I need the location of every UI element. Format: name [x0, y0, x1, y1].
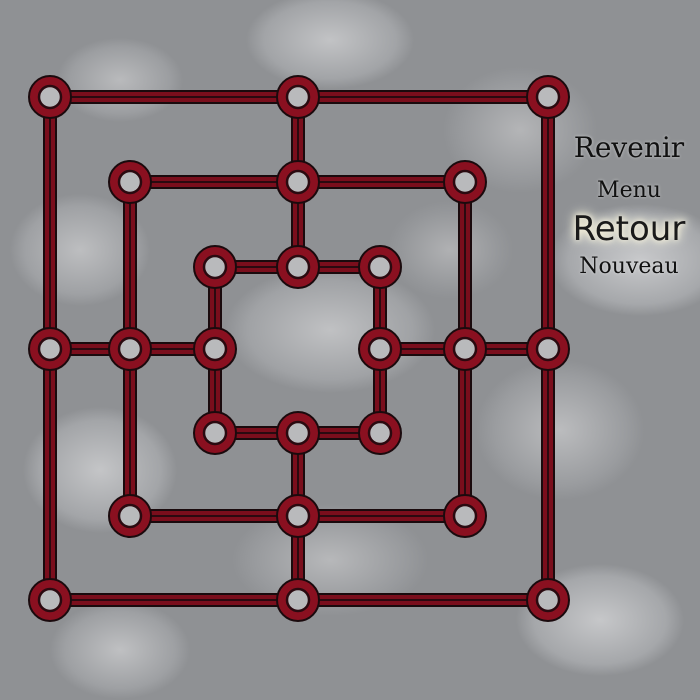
- point-hole: [367, 420, 393, 446]
- board-point-e3[interactable]: [358, 245, 402, 289]
- point-hole: [285, 420, 311, 446]
- point-hole: [285, 254, 311, 280]
- point-hole: [202, 254, 228, 280]
- board-point-d3[interactable]: [276, 245, 320, 289]
- board-point-f4[interactable]: [443, 327, 487, 371]
- point-hole: [202, 336, 228, 362]
- revenir-button[interactable]: Revenir: [573, 131, 685, 164]
- point-hole: [367, 336, 393, 362]
- board-point-a1[interactable]: [28, 75, 72, 119]
- board-point-g1[interactable]: [526, 75, 570, 119]
- point-hole: [117, 169, 143, 195]
- point-hole: [452, 503, 478, 529]
- point-hole: [285, 84, 311, 110]
- point-hole: [535, 336, 561, 362]
- retour-button[interactable]: Retour: [572, 209, 686, 249]
- point-hole: [37, 336, 63, 362]
- point-hole: [202, 420, 228, 446]
- board-point-d1[interactable]: [276, 75, 320, 119]
- point-hole: [285, 169, 311, 195]
- menu-button[interactable]: Menu: [597, 178, 661, 203]
- board-point-g4[interactable]: [526, 327, 570, 371]
- nouveau-button[interactable]: Nouveau: [579, 254, 679, 279]
- point-hole: [367, 254, 393, 280]
- board-point-d6[interactable]: [276, 494, 320, 538]
- game-menu: Revenir Menu Retour Nouveau: [564, 130, 694, 278]
- point-hole: [452, 336, 478, 362]
- board-point-b2[interactable]: [108, 160, 152, 204]
- board-point-b6[interactable]: [108, 494, 152, 538]
- board-point-a7[interactable]: [28, 578, 72, 622]
- board-point-c3[interactable]: [193, 245, 237, 289]
- board-point-e5[interactable]: [358, 411, 402, 455]
- board-point-g7[interactable]: [526, 578, 570, 622]
- point-hole: [452, 169, 478, 195]
- point-hole: [285, 587, 311, 613]
- board-point-f2[interactable]: [443, 160, 487, 204]
- point-hole: [285, 503, 311, 529]
- point-hole: [535, 587, 561, 613]
- board-point-c4[interactable]: [193, 327, 237, 371]
- board-point-d7[interactable]: [276, 578, 320, 622]
- point-hole: [37, 84, 63, 110]
- point-hole: [535, 84, 561, 110]
- board-point-c5[interactable]: [193, 411, 237, 455]
- point-hole: [37, 587, 63, 613]
- board-point-f6[interactable]: [443, 494, 487, 538]
- board-point-b4[interactable]: [108, 327, 152, 371]
- point-hole: [117, 336, 143, 362]
- board-point-d5[interactable]: [276, 411, 320, 455]
- board-point-a4[interactable]: [28, 327, 72, 371]
- board-point-d2[interactable]: [276, 160, 320, 204]
- board-point-e4[interactable]: [358, 327, 402, 371]
- point-hole: [117, 503, 143, 529]
